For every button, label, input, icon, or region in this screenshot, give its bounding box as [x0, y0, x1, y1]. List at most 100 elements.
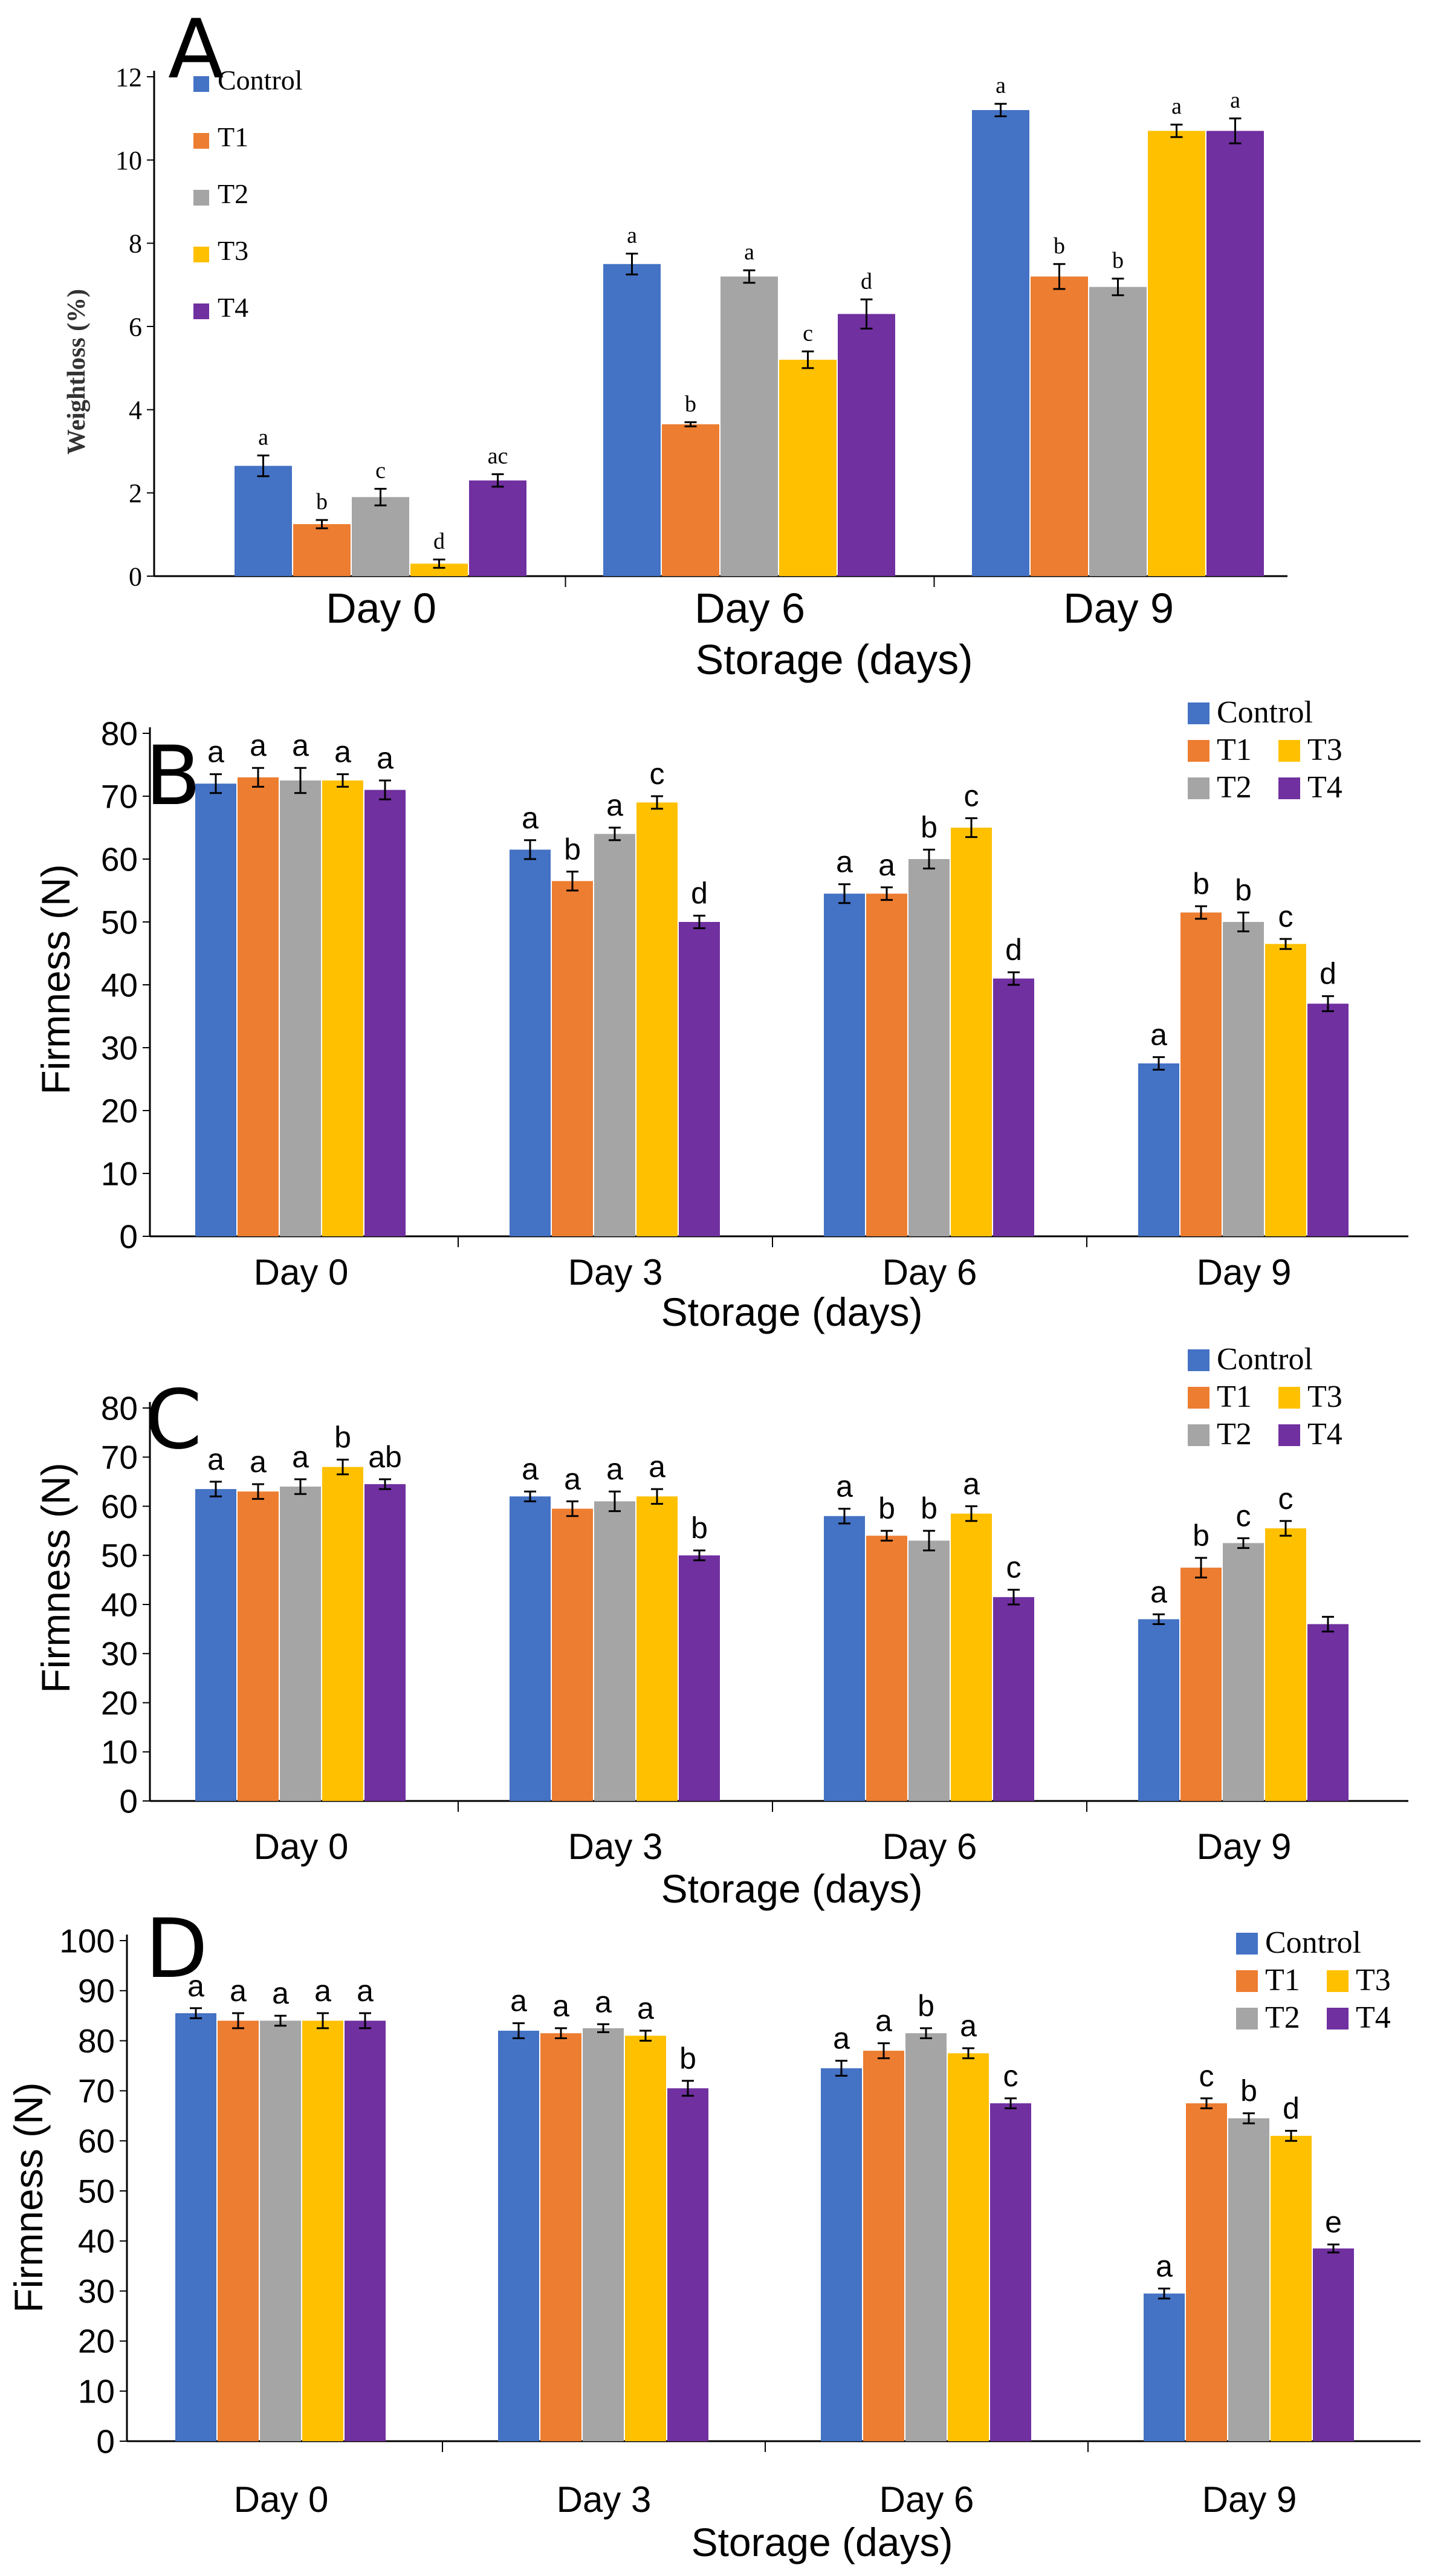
legend-swatch	[193, 190, 209, 206]
bar-t3	[302, 2020, 343, 2441]
bar-control	[1138, 1619, 1179, 1801]
legend-swatch	[193, 76, 209, 92]
significance-letter: a	[314, 1974, 331, 2008]
x-tick-label: Day 9	[1202, 2479, 1297, 2520]
legend-label: Control	[1217, 1342, 1313, 1377]
bar-control	[1144, 2293, 1185, 2441]
significance-letter: b	[691, 1511, 708, 1545]
panel-c-y-axis-label: Firmness (N)	[33, 1462, 78, 1693]
bar-t3	[636, 802, 678, 1236]
bar-control	[821, 2068, 862, 2441]
significance-letter: b	[316, 489, 328, 514]
bar-t1	[540, 2033, 581, 2441]
bar-t4	[838, 314, 895, 576]
bar-t2	[1223, 1543, 1264, 1801]
significance-letter: c	[650, 757, 665, 791]
bar-t4	[364, 790, 406, 1236]
panel-b-chart: B Firmness (N) Storage (days) 0 10 20 30 40 5…	[33, 695, 1408, 1334]
bar-t1	[1180, 1568, 1222, 1801]
significance-letter: a	[836, 1470, 853, 1504]
legend-swatch	[1327, 1970, 1349, 1992]
bar-control	[1138, 1063, 1179, 1236]
y-tick-label: 30	[101, 1029, 138, 1066]
bar-t2	[1089, 287, 1147, 576]
legend-label: Control	[1217, 695, 1313, 730]
legend-label: T3	[1307, 733, 1342, 767]
panel-c-letter: C	[145, 1372, 202, 1467]
bar-control	[824, 894, 865, 1236]
significance-letter: c	[1199, 2059, 1214, 2093]
y-tick-label: 60	[101, 1488, 138, 1525]
y-tick-label: 70	[101, 1439, 138, 1476]
bar-t4	[364, 1484, 406, 1801]
y-tick-label: 70	[101, 777, 138, 815]
significance-letter: a	[606, 1452, 623, 1486]
y-tick-label: 30	[78, 2273, 115, 2310]
legend-swatch	[1188, 1424, 1209, 1446]
bar-t1	[1031, 276, 1088, 576]
panel-c-x-axis-label: Storage (days)	[661, 1866, 923, 1911]
x-tick-label: Day 3	[568, 1252, 663, 1293]
significance-letter: b	[878, 1491, 895, 1525]
y-tick-label: 50	[78, 2172, 115, 2210]
bar-control	[824, 1516, 865, 1801]
bar-t2	[280, 1487, 321, 1801]
legend-swatch	[1278, 1387, 1300, 1409]
significance-letter: a	[1150, 1018, 1167, 1052]
legend-label: T2	[218, 178, 248, 209]
bar-t2	[594, 834, 635, 1236]
y-tick-label: 6	[129, 312, 142, 342]
bar-t4	[679, 922, 720, 1236]
significance-letter: c	[375, 458, 386, 483]
bar-t2	[720, 276, 778, 576]
y-tick-label: 90	[78, 1972, 115, 2010]
panel-d-chart: D Firmness (N) Storage (days) 0 10 20 30 40 5…	[6, 1901, 1420, 2565]
bar-control	[498, 2031, 539, 2441]
significance-letter: e	[1325, 2205, 1342, 2239]
legend-swatch	[1278, 1424, 1300, 1446]
significance-letter: c	[1236, 1499, 1251, 1533]
y-tick-label: 12	[115, 62, 142, 92]
legend-swatch	[1188, 1349, 1209, 1371]
x-tick-label: Day 0	[254, 1252, 349, 1293]
bar-control	[195, 1489, 236, 1801]
bar-t1	[218, 2020, 259, 2441]
bar-t3	[1265, 1528, 1306, 1801]
y-tick-label: 80	[101, 715, 138, 752]
legend-label: T1	[1217, 733, 1252, 767]
bar-t1	[552, 881, 593, 1236]
significance-letter: b	[334, 1420, 351, 1454]
bar-t4	[1313, 2248, 1354, 2441]
bar-t4	[345, 2020, 386, 2441]
y-tick-label: 2	[129, 479, 142, 508]
significance-letter: a	[1230, 88, 1240, 113]
significance-letter: b	[1112, 248, 1124, 273]
significance-letter: a	[357, 1974, 374, 2008]
significance-letter: b	[921, 1491, 937, 1525]
significance-letter: a	[960, 2009, 977, 2043]
bar-t1	[1186, 2103, 1227, 2441]
significance-letter: b	[1193, 1519, 1209, 1552]
bar-control	[510, 849, 551, 1236]
legend-label: T2	[1217, 770, 1252, 805]
panel-a-y-axis-label: Weightloss (%)	[63, 289, 91, 455]
y-tick-label: 20	[101, 1092, 138, 1129]
y-tick-label: 30	[101, 1635, 138, 1673]
bar-t4	[1307, 1004, 1349, 1236]
y-tick-label: 50	[101, 903, 138, 941]
y-tick-label: 8	[129, 229, 142, 259]
legend-swatch	[1278, 740, 1300, 762]
x-tick-label: Day 9	[1197, 1252, 1292, 1293]
significance-letter: d	[433, 528, 445, 554]
significance-letter: a	[637, 1991, 654, 2025]
panel-d-y-axis-label: Firmness (N)	[6, 2082, 51, 2312]
bar-t3	[1148, 131, 1205, 576]
panel-d-x-axis-label: Storage (days)	[691, 2520, 953, 2565]
legend-swatch	[1278, 777, 1300, 799]
y-tick-label: 0	[129, 562, 142, 591]
x-tick-label: Day 0	[326, 585, 436, 632]
bar-t2	[908, 859, 950, 1236]
panel-b-letter: B	[145, 728, 201, 823]
legend-swatch	[1188, 777, 1209, 799]
bar-t3	[779, 360, 837, 576]
